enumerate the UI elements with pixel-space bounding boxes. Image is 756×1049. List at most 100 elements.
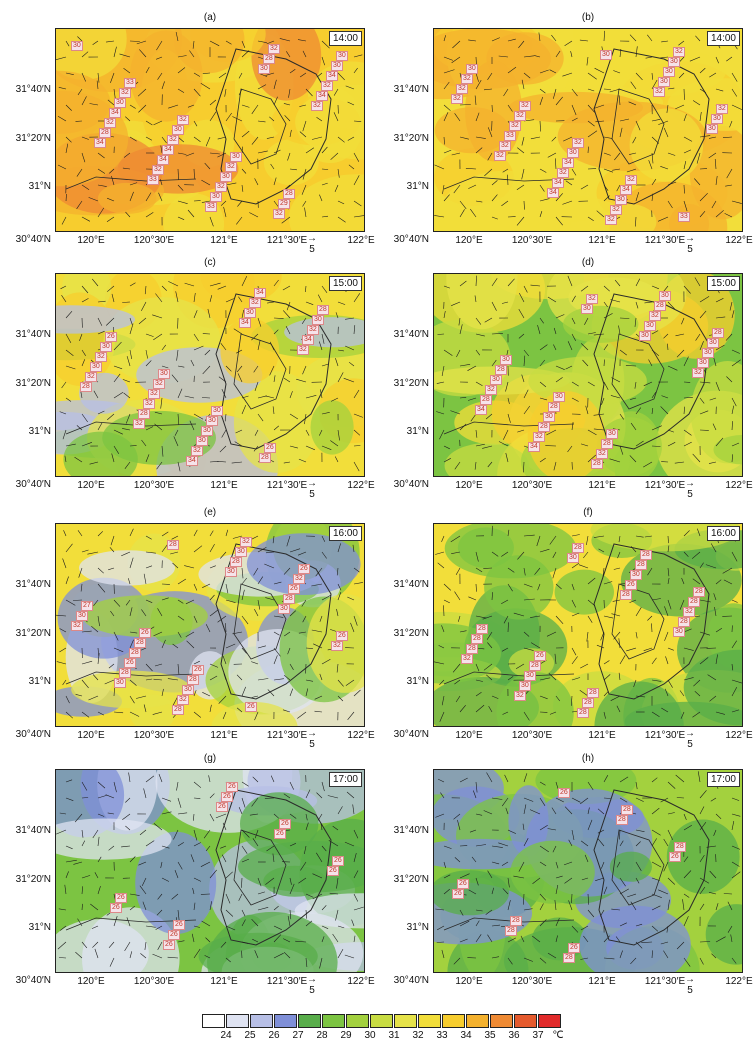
wind-vector <box>551 136 557 142</box>
station-temp-label: 26 <box>279 819 291 829</box>
station-temp-label: 26 <box>669 852 681 862</box>
latitude-label: 30°40′N <box>393 729 429 740</box>
wind-vector <box>113 392 124 399</box>
wind-vector <box>332 933 339 943</box>
wind-vector <box>587 577 596 585</box>
wind-vector <box>209 152 220 155</box>
wind-vector <box>583 551 589 559</box>
wind-vector <box>475 381 483 387</box>
wind-vector <box>713 593 717 601</box>
colorbar-swatch <box>538 1014 561 1028</box>
wind-vector <box>485 909 493 915</box>
station-temp-label: 32 <box>273 209 285 219</box>
wind-vector <box>145 535 152 540</box>
wind-vector <box>267 689 275 697</box>
wind-vector <box>635 695 645 698</box>
wind-vector <box>177 842 184 847</box>
temperature-region <box>97 182 157 214</box>
wind-vector <box>722 567 733 574</box>
wind-vector <box>450 535 461 543</box>
wind-vector <box>257 645 266 649</box>
wind-vector <box>200 861 211 867</box>
wind-vector <box>177 388 183 399</box>
wind-vector <box>171 893 179 900</box>
wind-vector <box>539 381 547 388</box>
wind-vector <box>62 558 67 569</box>
latitude-label: 31°N <box>406 676 429 687</box>
station-temp-label: 32 <box>152 165 164 175</box>
wind-vector <box>337 136 345 143</box>
wind-vector <box>177 67 186 74</box>
station-temp-label: 30 <box>244 308 256 318</box>
station-temp-label: 28 <box>529 661 541 671</box>
latitude-label: 31°N <box>28 922 51 933</box>
wind-vector <box>145 192 152 202</box>
wind-vector <box>241 829 250 838</box>
wind-vector <box>283 674 291 681</box>
wind-vector <box>145 212 154 218</box>
wind-vector <box>106 197 115 202</box>
wind-vector <box>443 888 450 895</box>
wind-vector <box>644 301 653 304</box>
wind-vector <box>715 316 726 319</box>
wind-vector <box>603 886 608 895</box>
wind-vector <box>443 136 445 145</box>
temperature-region <box>554 569 614 615</box>
longitude-label: 121°30′E <box>644 235 686 246</box>
wind-vector <box>62 429 67 440</box>
latitude-label: 31°N <box>28 426 51 437</box>
wind-vector <box>483 88 493 91</box>
wind-vector <box>241 50 250 58</box>
wind-vector <box>62 679 67 686</box>
station-temp-label: 26 <box>298 564 310 574</box>
wind-vector <box>177 797 182 808</box>
wind-vector <box>73 861 83 865</box>
wind-vector <box>88 695 99 701</box>
shanghai-boundary <box>593 48 710 205</box>
station-temp-label: 32 <box>451 94 463 104</box>
wind-vector <box>124 941 131 952</box>
wind-vector <box>475 704 485 713</box>
wind-vector <box>113 781 117 793</box>
wind-vector <box>679 690 685 697</box>
reference-vector-label: 5 <box>309 985 315 996</box>
wind-vector <box>468 184 477 189</box>
wind-vector <box>635 407 642 415</box>
wind-vector <box>283 461 291 464</box>
station-temp-label: 26 <box>115 893 127 903</box>
temperature-region <box>510 840 595 904</box>
station-temp-label: 28 <box>693 587 705 597</box>
wind-vector <box>715 579 722 585</box>
wind-vector <box>129 856 136 863</box>
wind-vector <box>241 567 244 579</box>
latitude-label: 31°20′N <box>15 378 51 389</box>
wind-vector <box>297 711 307 719</box>
wind-vector <box>491 845 503 848</box>
wind-vector <box>459 920 470 927</box>
temperature-region <box>82 595 208 637</box>
wind-vector <box>665 656 669 665</box>
wind-vector <box>651 119 661 122</box>
wind-vector <box>593 535 605 538</box>
longitude-label: 122°E <box>725 235 753 246</box>
wind-vector <box>192 40 195 49</box>
wind-vector <box>503 88 509 97</box>
wind-vector <box>603 184 609 191</box>
wind-vector <box>555 918 560 927</box>
wind-vector <box>503 615 509 624</box>
station-temp-label: 32 <box>605 215 617 225</box>
station-temp-label: 30 <box>258 64 270 74</box>
wind-vector <box>436 411 445 415</box>
wind-vector <box>321 845 327 852</box>
wind-vector <box>582 359 589 367</box>
station-temp-label: 28 <box>591 459 603 469</box>
wind-vector <box>161 688 164 697</box>
station-temp-label: 30 <box>553 392 565 402</box>
colorbar-tick: 24 <box>220 1030 232 1041</box>
wind-vector <box>129 631 138 634</box>
wind-vector <box>539 120 541 132</box>
wind-vector <box>314 710 323 713</box>
wind-vector <box>143 788 147 799</box>
wind-vector <box>667 829 673 841</box>
wind-vector <box>507 957 513 965</box>
